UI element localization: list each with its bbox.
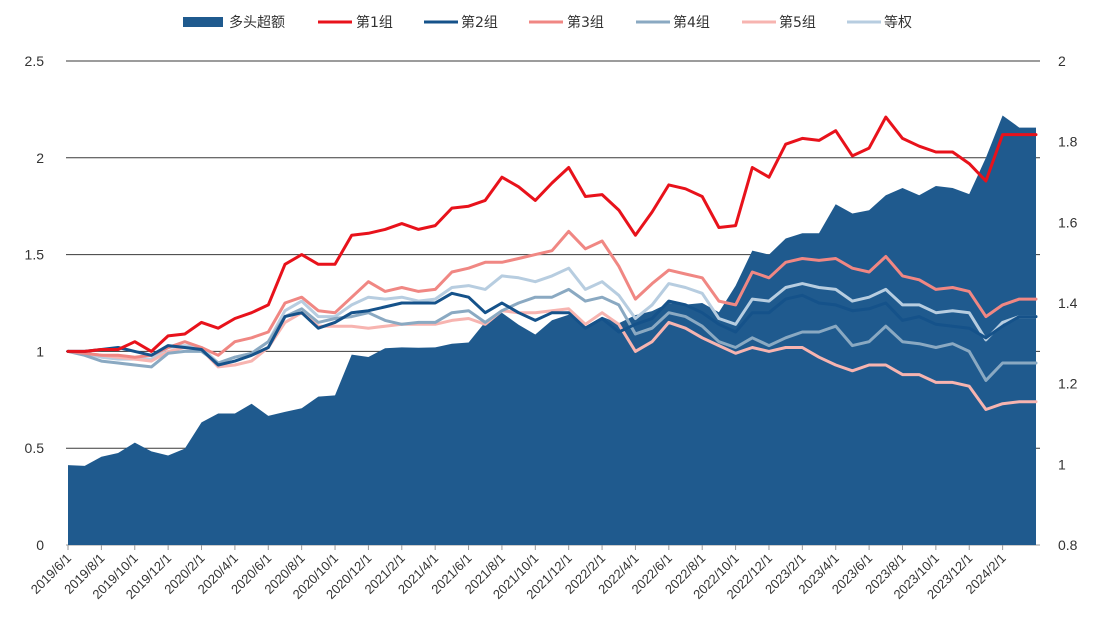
left-axis-tick-label: 0 [36,537,44,553]
left-axis-tick-label: 1.5 [25,247,45,263]
legend-label: 第2组 [461,14,498,31]
right-axis-tick-label: 1.6 [1058,214,1078,230]
area-series-layer [68,115,1036,545]
legend-item: 第1组 [318,14,393,31]
legend-label: 第3组 [567,14,604,31]
legend-swatch-area [183,17,223,27]
legend-item: 第4组 [636,14,710,31]
legend-label: 第4组 [673,14,710,31]
legend-item: 第2组 [424,14,498,31]
line-series-1 [66,115,1038,353]
legend-item: 等权 [847,14,912,31]
right-axis-tick-label: 1.8 [1058,134,1078,150]
left-axis-tick-label: 0.5 [25,440,45,456]
line-series-5 [66,307,1038,411]
legend-item: 多头超额 [183,14,285,31]
legend-label: 第5组 [779,14,816,31]
line-series-layer [66,115,1038,411]
legend: 多头超额 第1组 第2组 第3组 第4组 第5组 等权 [183,14,912,31]
right-axis-tick-label: 0.8 [1058,537,1078,553]
legend-label: 等权 [884,14,912,31]
right-axis-tick-label: 1 [1058,456,1066,472]
left-axis-tick-label: 2 [36,150,44,166]
right-axis-tick-label: 1.2 [1058,376,1078,392]
legend-item: 第3组 [529,14,604,31]
legend-label: 第1组 [356,14,393,31]
left-axis-tick-label: 1 [36,343,44,359]
legend-item: 第5组 [742,14,816,31]
right-axis-tick-label: 1.4 [1058,295,1078,311]
line-series-2 [66,291,1038,367]
area-series-duotou-chaoe [68,115,1036,545]
line-series-3 [66,229,1038,359]
legend-label: 多头超额 [229,14,285,31]
left-axis-tick-label: 2.5 [25,53,45,69]
line-series-4 [66,287,1038,382]
right-axis-tick-label: 2 [1058,53,1066,69]
